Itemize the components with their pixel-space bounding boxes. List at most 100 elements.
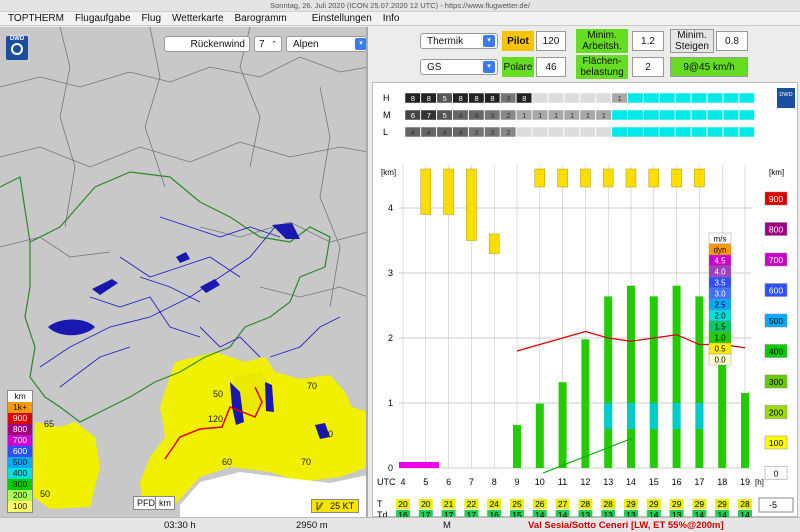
temp-cell: [692, 499, 707, 509]
climb-bar: [649, 296, 658, 468]
ms-legend-label: 1.0: [714, 334, 726, 343]
pfd-button[interactable]: PFD: [133, 496, 159, 510]
dwd-logo: DWD: [6, 36, 28, 60]
cloud-cell-label: 8: [490, 94, 494, 103]
right-axis-swatch: [764, 222, 788, 236]
cloud-cell-label: 1: [602, 111, 606, 120]
map-canvas[interactable]: 50 120 70 60 70 70 50 65: [0, 27, 368, 517]
wing-load-label: Flächen-belastung: [576, 55, 628, 79]
climb-bar-strong: [604, 403, 613, 429]
menu-flugaufgabe[interactable]: Flugaufgabe: [74, 13, 131, 24]
legend-item: 700: [8, 435, 32, 446]
dewpoint-cell: [601, 510, 616, 520]
cloud-cell: [659, 126, 676, 138]
dewpoint-value: 14: [740, 510, 750, 518]
x-tick-label: 7: [469, 477, 474, 487]
menu-info[interactable]: Info: [382, 13, 400, 24]
menu-flug[interactable]: Flug: [141, 13, 161, 24]
wing-load-input[interactable]: 2: [632, 57, 664, 77]
offset-stepper: [758, 497, 794, 513]
glider-select[interactable]: GS ▾: [420, 59, 498, 75]
chevron-down-icon[interactable]: ▾: [483, 61, 495, 73]
dewpoint-cell: [738, 510, 752, 520]
menu-einstellungen[interactable]: Einstellungen: [311, 13, 372, 24]
chevron-down-icon[interactable]: ▾: [483, 35, 495, 47]
cloud-cell: [722, 92, 739, 104]
ms-legend-label: 2.0: [714, 312, 726, 321]
temp-cell: [418, 499, 433, 509]
ms-legend-label: 4.5: [714, 257, 726, 266]
dewpoint-cell: [396, 510, 410, 520]
dwd-logo-text: DWD: [779, 92, 792, 98]
ms-legend-label: 2.5: [714, 301, 726, 310]
contour-label: 70: [323, 429, 333, 439]
cloud-cell: [611, 92, 628, 104]
dewpoint-value: 14: [558, 510, 568, 518]
menu-barogramm[interactable]: Barogramm: [234, 13, 287, 24]
cloud-cell: [516, 126, 533, 138]
cloud-cell: [547, 109, 564, 121]
pilot-input[interactable]: 120: [536, 31, 566, 51]
menu-topthern[interactable]: TOPTHERM: [8, 13, 64, 24]
temp-value: 29: [695, 499, 705, 509]
min-climb-input[interactable]: 0.8: [716, 31, 748, 51]
cloud-cell: [563, 109, 580, 121]
window-title: Sonntag, 26. Juli 2020 (ICON 25.07.2020 …: [0, 0, 800, 12]
temp-value: 29: [672, 499, 682, 509]
cloud-cell-label: 3: [490, 128, 494, 137]
cloud-cell-label: 8: [475, 94, 479, 103]
cloud-cell-label: 8: [411, 94, 415, 103]
km-button[interactable]: km: [155, 496, 175, 510]
cloud-cell-label: 5: [443, 111, 447, 120]
dewpoint-cell: [510, 510, 524, 520]
cloud-cell: [643, 109, 660, 121]
right-axis-unit: [km]: [769, 168, 784, 177]
temp-value: 21: [444, 499, 454, 509]
cloud-cell-label: 5: [443, 94, 447, 103]
dewpoint-value: 17: [444, 510, 454, 518]
meteogram-chart[interactable]: H 8 8 5 8 8 8 3 8 1 M 6 7 5 4 4 3 2 1 1 1 1 1 1 L 4 4 4 4 3 3 2 [km] 4 3 2 1…: [372, 82, 799, 520]
wind-value: 7: [259, 38, 265, 50]
menu-wetterkarte[interactable]: Wetterkarte: [172, 13, 224, 24]
min-height-input[interactable]: 1.2: [632, 31, 664, 51]
min-height-label: Minim. Arbeitsh.: [576, 29, 628, 53]
cloud-cell-label: 2: [506, 128, 510, 137]
x-tick-label: 10: [535, 477, 545, 487]
right-axis-swatch: [764, 405, 788, 419]
cloud-cell: [404, 92, 421, 104]
dewpoint-cell: [669, 510, 684, 520]
dewpoint-value: 13: [603, 510, 613, 518]
dewpoint-cell: [624, 510, 638, 520]
status-altitude: 2950 m: [296, 520, 328, 531]
temp-value: 24: [489, 499, 499, 509]
ground-layer: [399, 462, 439, 468]
right-axis-swatch: [764, 252, 788, 267]
chevron-down-icon[interactable]: ▾: [355, 38, 366, 50]
climb-bar-strong: [627, 403, 635, 429]
cloud-column: [580, 168, 591, 188]
x-tick-label: 18: [717, 477, 727, 487]
cloud-cell: [627, 92, 644, 104]
cloud-cell: [436, 109, 453, 121]
meteogram-pane: Thermik ▾ GS ▾ Pilot 120 Polare 46 Minim…: [370, 27, 800, 520]
dewpoint-value: 15: [512, 510, 522, 518]
dewpoint-value: 14: [695, 510, 705, 518]
temp-cell: [738, 499, 752, 509]
cloud-cell: [420, 92, 437, 104]
meteogram-svg[interactable]: H 8 8 5 8 8 8 3 8 1M 6 7 5 4 4 3 2 1 1 1 1 1 1L 4 4 4 4 3 3 2[km]4321…: [373, 83, 799, 520]
right-axis-swatch: [764, 344, 788, 358]
map-pane[interactable]: 50 120 70 60 70 70 50 65 DWD Rückenwind …: [0, 27, 368, 517]
thermal-zone: [33, 422, 100, 509]
polare-input[interactable]: 46: [536, 57, 566, 77]
ms-legend-label: 0.5: [714, 345, 726, 354]
tailwind-toggle[interactable]: Rückenwind: [164, 36, 250, 52]
dewpoint-value: 13: [672, 510, 682, 518]
altitude-legend: km 1k+ 900 800 700 600 500 400 300 200 1…: [7, 390, 33, 513]
cloud-cell-label: 4: [427, 128, 431, 137]
cloud-cell: [595, 109, 612, 121]
stepper-arrows-icon[interactable]: ⌃: [271, 41, 277, 48]
dewpoint-value: 13: [626, 510, 636, 518]
mode-select[interactable]: Thermik ▾: [420, 33, 498, 49]
wind-stepper[interactable]: 7 ⌃: [254, 36, 282, 52]
region-select[interactable]: Alpen ▾: [286, 36, 366, 52]
